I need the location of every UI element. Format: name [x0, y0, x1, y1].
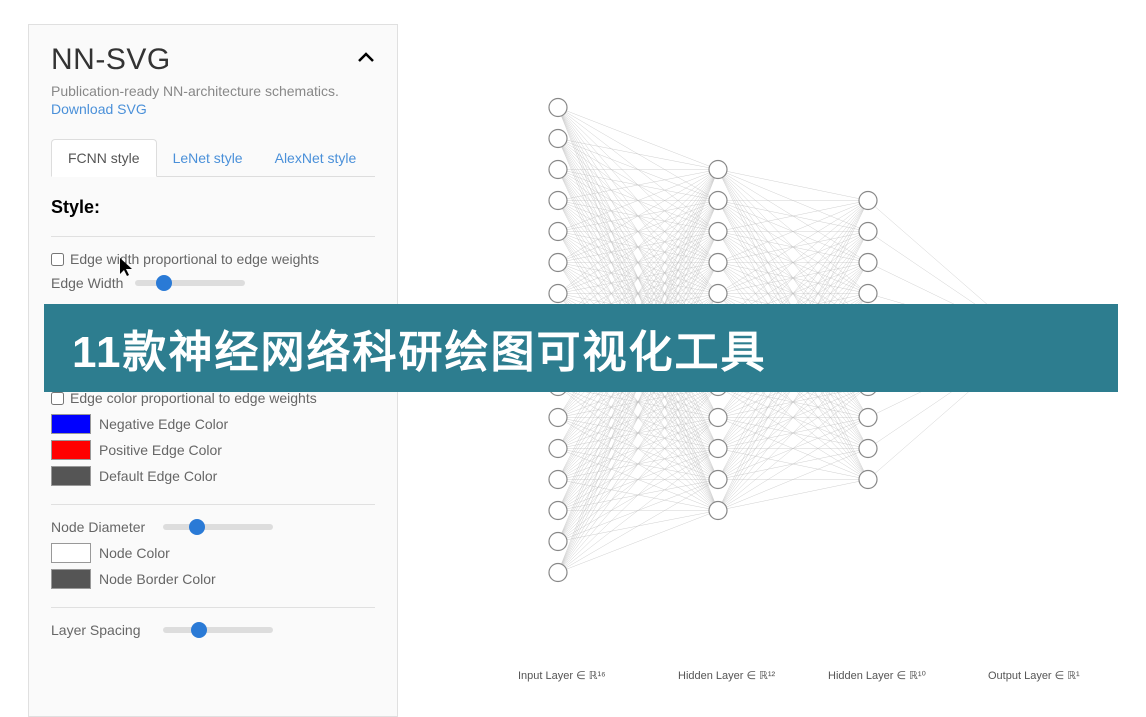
layer-label: Output Layer ∈ ℝ¹ [988, 669, 1080, 682]
divider [51, 236, 375, 237]
download-svg-link[interactable]: Download SVG [51, 101, 147, 117]
collapse-icon[interactable] [357, 43, 375, 69]
banner-text: 11款神经网络科研绘图可视化工具 [72, 316, 767, 380]
edge-color-swatch[interactable] [51, 466, 91, 486]
overlay-banner: 11款神经网络科研绘图可视化工具 [44, 304, 1118, 392]
edge-width-label: Edge Width [51, 275, 123, 291]
edge-color-swatch[interactable] [51, 440, 91, 460]
node-color-row: Node Color [51, 543, 375, 563]
edge-color-proportional-checkbox[interactable] [51, 392, 64, 405]
layer-label: Input Layer ∈ ℝ¹⁶ [518, 669, 606, 682]
edge-color-row: Default Edge Color [51, 466, 375, 486]
tab-alexnet[interactable]: AlexNet style [259, 139, 373, 176]
layer-spacing-slider[interactable] [163, 627, 273, 633]
edge-color-label: Positive Edge Color [99, 442, 222, 458]
node-diameter-label: Node Diameter [51, 519, 151, 535]
node-color-swatch[interactable] [51, 569, 91, 589]
edge-color-label: Negative Edge Color [99, 416, 228, 432]
style-section-title: Style: [51, 197, 375, 218]
edge-width-slider[interactable] [135, 280, 245, 286]
layer-label: Hidden Layer ∈ ℝ¹² [678, 669, 775, 682]
style-tabs: FCNN style LeNet style AlexNet style [51, 139, 375, 177]
layer-label: Hidden Layer ∈ ℝ¹⁰ [828, 669, 926, 682]
edge-color-row: Negative Edge Color [51, 414, 375, 434]
tab-lenet[interactable]: LeNet style [157, 139, 259, 176]
edge-color-swatch[interactable] [51, 414, 91, 434]
node-diameter-slider[interactable] [163, 524, 273, 530]
edge-color-checkbox-label: Edge color proportional to edge weights [70, 390, 317, 406]
node-color-label: Node Border Color [99, 571, 216, 587]
layer-spacing-label: Layer Spacing [51, 622, 151, 638]
divider [51, 504, 375, 505]
edge-color-row: Positive Edge Color [51, 440, 375, 460]
edge-width-checkbox-label: Edge width proportional to edge weights [70, 251, 319, 267]
app-title: NN-SVG [51, 43, 171, 77]
edge-width-proportional-checkbox[interactable] [51, 253, 64, 266]
node-color-swatch[interactable] [51, 543, 91, 563]
app-subtitle: Publication-ready NN-architecture schema… [51, 83, 375, 99]
node-color-row: Node Border Color [51, 569, 375, 589]
cursor-icon [120, 258, 136, 283]
node-color-label: Node Color [99, 545, 170, 561]
edge-color-label: Default Edge Color [99, 468, 217, 484]
tab-fcnn[interactable]: FCNN style [51, 139, 157, 177]
divider [51, 607, 375, 608]
